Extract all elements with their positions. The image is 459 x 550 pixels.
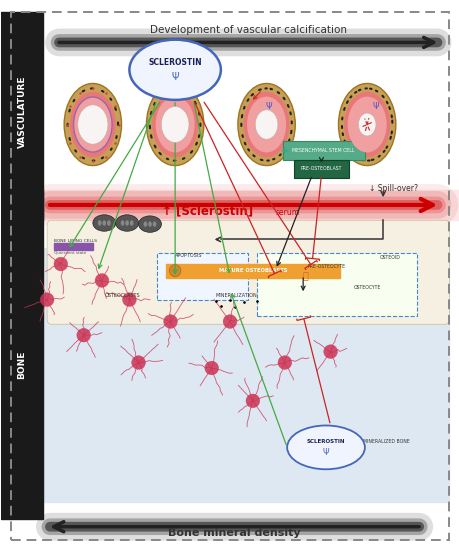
Ellipse shape [152, 92, 198, 157]
Ellipse shape [122, 293, 136, 306]
Bar [42, 212, 458, 519]
Ellipse shape [152, 221, 156, 227]
Ellipse shape [120, 221, 124, 225]
Text: PRE-OSTEOCYTE: PRE-OSTEOCYTE [307, 265, 345, 270]
FancyBboxPatch shape [282, 141, 364, 160]
Text: serum: serum [275, 207, 299, 217]
Ellipse shape [146, 84, 203, 166]
Text: Ψ: Ψ [265, 102, 272, 111]
Ellipse shape [77, 328, 90, 342]
Text: SCLEROSTIN: SCLEROSTIN [306, 439, 345, 444]
Bar [42, 190, 458, 221]
Text: MINERALIZED BONE: MINERALIZED BONE [362, 439, 409, 444]
Text: Ψ: Ψ [171, 73, 179, 82]
Ellipse shape [138, 216, 161, 232]
Ellipse shape [277, 356, 291, 370]
Text: ✦: ✦ [279, 147, 288, 157]
Ellipse shape [161, 107, 189, 142]
Ellipse shape [107, 221, 111, 225]
Ellipse shape [95, 274, 109, 287]
Ellipse shape [70, 92, 116, 157]
Text: VASCULATURE: VASCULATURE [17, 76, 27, 148]
Ellipse shape [223, 315, 236, 328]
Bar [1, 212, 42, 519]
Text: Quiescent state: Quiescent state [54, 251, 86, 255]
Text: BONE: BONE [17, 351, 27, 380]
Ellipse shape [98, 221, 101, 225]
Ellipse shape [131, 356, 145, 370]
Ellipse shape [129, 40, 220, 100]
Text: APOPTOSIS: APOPTOSIS [175, 254, 202, 258]
Text: MINERALIZATION: MINERALIZATION [216, 293, 257, 298]
Ellipse shape [148, 221, 151, 227]
Text: MESENCHYMAL STEM CELL: MESENCHYMAL STEM CELL [292, 148, 354, 153]
Ellipse shape [54, 257, 67, 271]
Ellipse shape [358, 113, 375, 136]
Ellipse shape [93, 215, 116, 231]
Text: Bone mineral density: Bone mineral density [168, 529, 300, 538]
Ellipse shape [286, 426, 364, 469]
Text: PRE-OSTEOBLAST: PRE-OSTEOBLAST [300, 166, 341, 172]
Ellipse shape [64, 84, 121, 166]
Ellipse shape [204, 361, 218, 375]
Ellipse shape [143, 221, 147, 227]
Text: Ψ: Ψ [322, 448, 329, 458]
Ellipse shape [163, 315, 177, 328]
Text: Development of vascular calcification: Development of vascular calcification [150, 25, 346, 35]
Text: SCLEROSTIN: SCLEROSTIN [148, 58, 202, 67]
Ellipse shape [78, 105, 108, 144]
Ellipse shape [125, 221, 129, 225]
Text: OSTEOID: OSTEOID [379, 255, 400, 260]
Bar [42, 12, 458, 212]
FancyBboxPatch shape [293, 160, 348, 178]
Bar [54, 243, 93, 250]
Ellipse shape [323, 345, 337, 359]
Ellipse shape [237, 84, 295, 166]
Text: Ψ: Ψ [372, 102, 378, 111]
Ellipse shape [129, 221, 133, 225]
Ellipse shape [243, 92, 289, 157]
Ellipse shape [116, 215, 138, 231]
Ellipse shape [169, 265, 180, 277]
Ellipse shape [246, 97, 285, 152]
Ellipse shape [73, 97, 112, 152]
Bar [1, 12, 42, 212]
Ellipse shape [40, 293, 54, 306]
Bar [42, 248, 448, 502]
Ellipse shape [338, 84, 395, 166]
FancyBboxPatch shape [47, 221, 448, 324]
Bar [166, 264, 339, 278]
Ellipse shape [102, 221, 106, 225]
Text: 🦀: 🦀 [302, 270, 308, 280]
Ellipse shape [343, 92, 389, 157]
Bar [257, 253, 417, 316]
Text: OSTEOCLASTS: OSTEOCLASTS [105, 293, 140, 298]
Bar [157, 253, 248, 300]
Ellipse shape [347, 97, 386, 152]
Text: ↑ [Sclerostin]: ↑ [Sclerostin] [161, 205, 252, 217]
Text: OSTEOCYTE: OSTEOCYTE [353, 284, 380, 289]
Bar [1, 190, 42, 221]
Text: ↓ Spill-over?: ↓ Spill-over? [369, 184, 418, 193]
Ellipse shape [246, 394, 259, 408]
Text: BONE LINING CELLS: BONE LINING CELLS [54, 239, 97, 243]
Ellipse shape [155, 97, 194, 152]
Ellipse shape [255, 110, 277, 139]
Text: MATURE OSTEOBLASTS: MATURE OSTEOBLASTS [218, 268, 286, 273]
